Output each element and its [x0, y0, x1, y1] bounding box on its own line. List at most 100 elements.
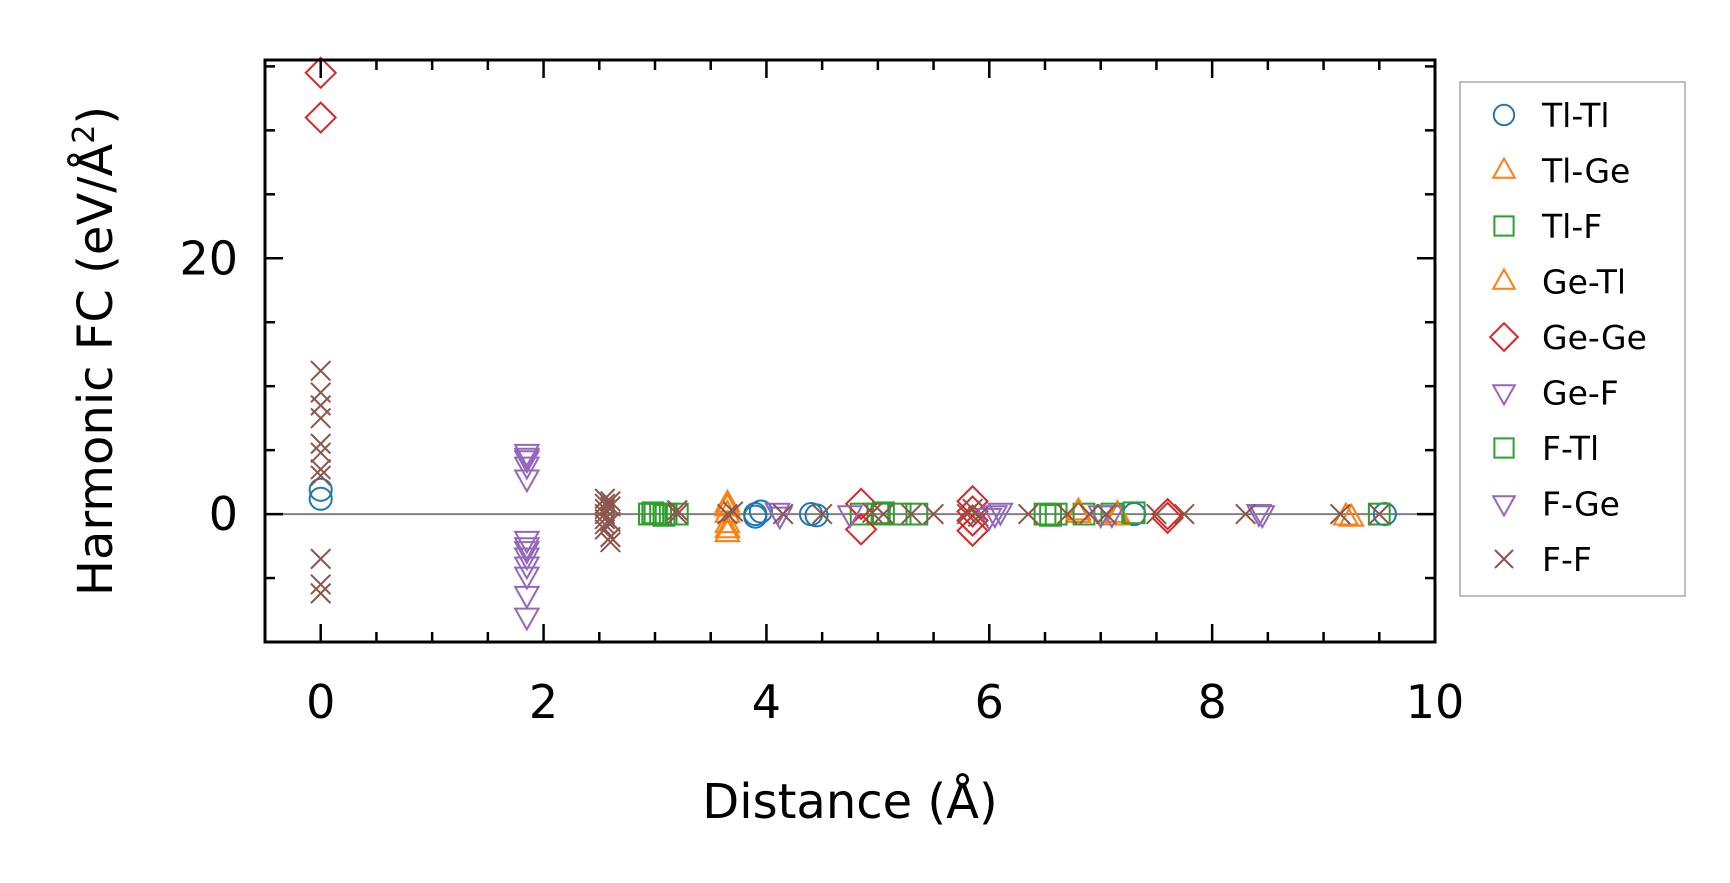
data-point-s4-p1 — [304, 101, 338, 134]
data-point-s5-p6 — [513, 547, 541, 572]
data-point-s8-p8 — [310, 548, 332, 570]
data-point-s8-p20 — [599, 526, 621, 548]
data-point-s8-p44 — [1368, 503, 1390, 525]
data-point-s8-p36 — [1017, 503, 1039, 525]
data-point-s5-p0 — [513, 443, 541, 468]
legend-label: Ge-F — [1542, 374, 1619, 413]
data-point-s2-p6 — [866, 502, 890, 526]
legend-marker — [1488, 321, 1520, 353]
data-point-s5-p16 — [1248, 505, 1276, 530]
data-point-s8-p39 — [1095, 503, 1117, 525]
data-point-s8-p16 — [594, 513, 616, 535]
data-point-s8-p38 — [1079, 503, 1101, 525]
legend-label: Ge-Tl — [1542, 263, 1626, 302]
legend-entry: F-Ge — [1491, 485, 1620, 524]
legend-label: F-F — [1542, 540, 1592, 579]
data-point-s6-p1 — [652, 503, 676, 527]
legend-marker — [1494, 549, 1514, 569]
data-point-s8-p6 — [310, 458, 332, 480]
data-point-s8-p10 — [310, 582, 332, 604]
legend-entry: Ge-Ge — [1488, 318, 1647, 357]
legend-entry: Ge-F — [1491, 374, 1619, 413]
data-point-s7-p2 — [513, 556, 541, 581]
data-point-s0-p0 — [308, 486, 333, 511]
data-point-s2-p4 — [665, 502, 689, 526]
legend-marker — [1491, 384, 1517, 407]
x-tick-label: 6 — [975, 675, 1004, 729]
data-point-s8-p22 — [599, 490, 621, 512]
y-axis-label-end: ) — [68, 106, 124, 125]
data-point-s4-p0 — [304, 56, 338, 90]
data-point-s8-p42 — [1235, 503, 1257, 525]
data-point-s8-p32 — [923, 503, 945, 525]
data-point-s2-p13 — [1367, 502, 1391, 526]
data-point-s8-p0 — [310, 360, 332, 382]
data-point-s8-p12 — [594, 493, 616, 515]
data-point-s8-p28 — [811, 503, 833, 525]
legend-entry: Tl-Tl — [1492, 96, 1610, 135]
y-axis-label-sup: 2 — [67, 125, 102, 144]
legend-marker — [1492, 103, 1516, 127]
data-point-s5-p15 — [1098, 505, 1126, 530]
legend-label: F-Tl — [1542, 429, 1599, 468]
data-point-s8-p43 — [1329, 503, 1351, 525]
x-tick-label: 2 — [529, 675, 558, 729]
data-point-s8-p9 — [310, 573, 332, 595]
legend-marker — [1491, 156, 1517, 179]
data-point-s8-p19 — [599, 511, 621, 533]
legend-marker — [1493, 215, 1515, 237]
y-axis-label: Harmonic FC (eV/Å2) — [67, 106, 124, 596]
legend-entry: F-Tl — [1493, 429, 1599, 468]
legend-label: Tl-F — [1541, 207, 1602, 246]
data-point-s8-p37 — [1056, 503, 1078, 525]
legend-label: Tl-Ge — [1541, 152, 1630, 191]
x-tick-label: 10 — [1406, 675, 1465, 729]
data-point-s4-p2 — [844, 487, 878, 521]
data-point-s1-p1 — [714, 518, 741, 543]
data-point-s6-p4 — [1122, 501, 1146, 525]
legend-frame — [1459, 81, 1686, 597]
data-point-s4-p8 — [1151, 497, 1184, 531]
plot-frame — [263, 58, 1437, 644]
data-point-s8-p5 — [310, 442, 332, 464]
data-point-s2-p8 — [905, 502, 929, 526]
legend-marker — [1493, 437, 1515, 459]
data-point-s1-p4 — [1065, 499, 1092, 523]
x-tick-label: 0 — [306, 675, 335, 729]
data-point-s5-p2 — [513, 456, 541, 481]
data-point-s7-p1 — [513, 537, 541, 562]
legend: Tl-Tl Tl-Ge Tl-F Ge-Tl Ge-Ge Ge-F F-Tl F-Ge F-F — [1459, 81, 1686, 597]
data-point-s8-p23 — [666, 503, 688, 525]
data-point-s5-p11 — [836, 505, 864, 530]
legend-label: Ge-Ge — [1542, 318, 1647, 357]
data-point-s5-p9 — [513, 607, 541, 632]
data-point-s0-p6 — [804, 503, 829, 528]
x-axis-label: Distance (Å) — [702, 773, 997, 830]
y-axis-label-main: Harmonic FC (eV/Å — [67, 144, 124, 597]
x-tick-labels: 0 2 4 6 8 10 — [306, 675, 1464, 729]
data-point-s8-p26 — [722, 501, 744, 522]
data-point-s5-p13 — [987, 502, 1014, 527]
legend-entry: Tl-F — [1493, 207, 1602, 246]
data-point-s8-p15 — [594, 508, 616, 530]
data-point-s7-p4 — [975, 507, 1003, 532]
data-point-s5-p7 — [513, 566, 541, 591]
legend-marker — [1491, 267, 1517, 290]
legend-label: F-Ge — [1542, 485, 1620, 524]
data-point-s3-p4 — [1338, 502, 1365, 527]
data-point-s8-p35 — [967, 506, 989, 528]
data-point-s8-p30 — [872, 503, 894, 525]
data-point-s5-p8 — [513, 585, 541, 610]
y-tick-labels: 0 20 — [179, 231, 238, 541]
data-point-s5-p1 — [513, 450, 541, 475]
x-tick-label: 4 — [752, 675, 781, 729]
data-point-s8-p25 — [716, 503, 738, 525]
legend-label: Tl-Tl — [1541, 96, 1610, 135]
data-point-s8-p24 — [666, 499, 688, 521]
data-point-s8-p4 — [310, 433, 332, 455]
data-point-s7-p0 — [513, 447, 541, 472]
data-point-s8-p40 — [1145, 503, 1167, 525]
legend-entry: F-F — [1494, 540, 1592, 579]
data-point-s8-p21 — [599, 531, 621, 553]
